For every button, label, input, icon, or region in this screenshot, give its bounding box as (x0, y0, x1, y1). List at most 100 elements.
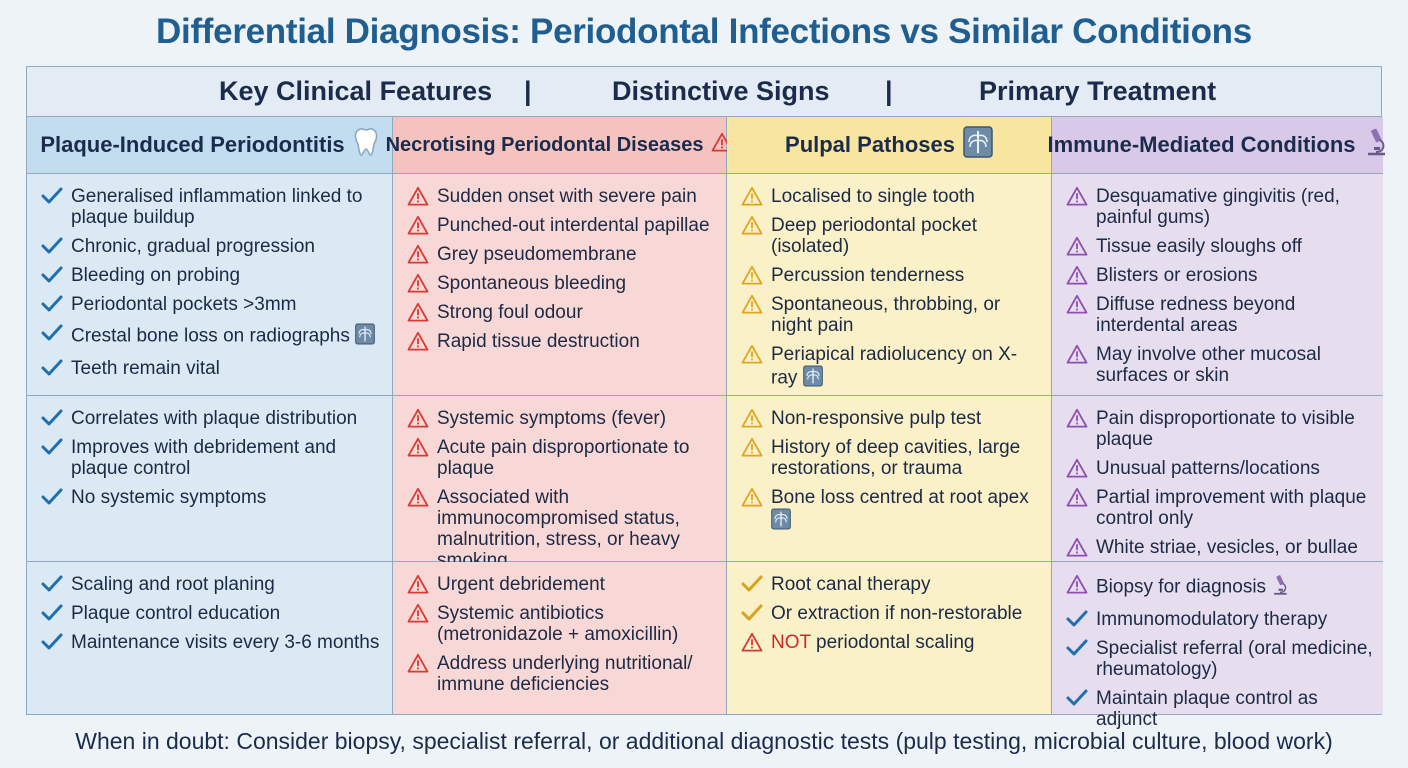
list-item-text: Address underlying nutritional/ immune d… (437, 653, 693, 695)
list-item: Percussion tenderness (741, 265, 1043, 286)
cell-immune-features: Desquamative gingivitis (red, painful gu… (1052, 174, 1383, 396)
cell-pulpal-features: Localised to single tooth Deep periodonta… (727, 174, 1052, 396)
cell-necrotising-signs: Systemic symptoms (fever) Acute pain disp… (393, 396, 727, 571)
warning-icon (1066, 265, 1090, 287)
list-item-text: Scaling and root planing (71, 574, 275, 595)
warning-icon (407, 653, 431, 675)
list-item-text: Sudden onset with severe pain (437, 186, 697, 207)
list-item-text: Root canal therapy (771, 574, 931, 595)
table-header-bar: Key Clinical Features | Distinctive Sign… (27, 67, 1381, 117)
cell-plaque-features: Generalised inflammation linked to plaqu… (27, 174, 393, 396)
list-item-text: Periodontal pockets >3mm (71, 294, 297, 315)
warning-icon (1066, 294, 1090, 316)
list-item: Acute pain disproportionate to plaque (407, 437, 718, 479)
list-item-text: Acute pain disproportionate to plaque (437, 437, 690, 479)
list-item-text: Unusual patterns/locations (1096, 458, 1320, 479)
warning-icon (741, 487, 765, 509)
list-item: Root canal therapy (741, 574, 1043, 595)
warning-icon (1066, 408, 1090, 430)
list-item-text: Grey pseudomembrane (437, 244, 637, 265)
list-item: Systemic antibiotics (metronidazole + am… (407, 603, 718, 645)
column-header-necrotising: Necrotising Periodontal Diseases (386, 117, 733, 174)
warning-icon (741, 632, 765, 654)
list-item: Periapical radiolucency on X-ray (741, 344, 1043, 392)
list-item-text: Urgent debridement (437, 574, 605, 595)
checkmark-icon (41, 408, 65, 430)
checkmark-icon (41, 186, 65, 208)
column-title: Plaque-Induced Periodontitis (40, 132, 345, 157)
warning-icon (1066, 344, 1090, 366)
list-item: Strong foul odour (407, 302, 718, 323)
cell-plaque-signs: Correlates with plaque distribution Impro… (27, 396, 393, 562)
warning-icon (1066, 574, 1090, 596)
list-item: Crestal bone loss on radiographs (41, 323, 384, 350)
list-item: Teeth remain vital (41, 358, 384, 379)
list-item-text: No systemic symptoms (71, 487, 267, 508)
list-item-text: History of deep cavities, large restorat… (771, 437, 1021, 479)
list-item: Bone loss centred at root apex (741, 487, 1043, 535)
list-item: Non-responsive pulp test (741, 408, 1043, 429)
cell-plaque-treatment: Scaling and root planing Plaque control e… (27, 562, 393, 714)
xray-icon (802, 365, 823, 392)
list-item-text: Partial improvement with plaque control … (1096, 487, 1367, 529)
list-item: Grey pseudomembrane (407, 244, 718, 265)
list-item: Correlates with plaque distribution (41, 408, 384, 429)
warning-icon (407, 437, 431, 459)
checkmark-icon (41, 294, 65, 316)
cell-necrotising-features: Sudden onset with severe pain Punched-out… (393, 174, 727, 396)
page-title: Differential Diagnosis: Periodontal Infe… (156, 12, 1252, 51)
column-header-pulpal: Pulpal Pathoses (727, 117, 1052, 174)
list-item-text: Correlates with plaque distribution (71, 408, 358, 429)
list-item-text: Strong foul odour (437, 302, 583, 323)
list-item: Blisters or erosions (1066, 265, 1375, 286)
list-item-text: Associated with immunocompromised status… (437, 487, 680, 571)
list-item-text: Chronic, gradual progression (71, 236, 315, 257)
list-item-text: Specialist referral (oral medicine, rheu… (1096, 638, 1373, 680)
header-treatment: Primary Treatment (979, 76, 1217, 106)
checkmark-icon (1066, 688, 1090, 710)
list-item: Punched-out interdental papillae (407, 215, 718, 236)
checkmark-icon (41, 574, 65, 596)
warning-icon (407, 408, 431, 430)
warning-icon (741, 265, 765, 287)
header-separator-2: | (885, 76, 893, 106)
list-item-text: Systemic antibiotics (metronidazole + am… (437, 603, 679, 645)
column-title: Necrotising Periodontal Diseases (385, 133, 704, 156)
list-item-text: Plaque control education (71, 603, 281, 624)
list-item-text: Improves with debridement and plaque con… (71, 437, 337, 479)
warning-icon (407, 215, 431, 237)
warning-icon (407, 186, 431, 208)
list-item: Or extraction if non-restorable (741, 603, 1043, 624)
list-item: Generalised inflammation linked to plaqu… (41, 186, 384, 228)
list-item: Associated with immunocompromised status… (407, 487, 718, 571)
list-item: Pain disproportionate to visible plaque (1066, 408, 1375, 450)
column-title: Immune-Mediated Conditions (1047, 132, 1356, 157)
list-item-text: Non-responsive pulp test (771, 408, 982, 429)
checkmark-icon (41, 323, 65, 345)
list-item-text: Percussion tenderness (771, 265, 965, 286)
footer-note: When in doubt: Consider biopsy, speciali… (75, 728, 1333, 754)
list-item-text: Rapid tissue destruction (437, 331, 640, 352)
list-item: Partial improvement with plaque control … (1066, 487, 1375, 529)
header-signs: Distinctive Signs (612, 76, 830, 106)
checkmark-icon (41, 487, 65, 509)
list-item: Desquamative gingivitis (red, painful gu… (1066, 186, 1375, 228)
warning-icon (741, 408, 765, 430)
list-item-text: Blisters or erosions (1096, 265, 1258, 286)
warning-icon (741, 186, 765, 208)
list-item-text: Periapical radiolucency on X-ray (771, 344, 1018, 389)
list-item-text: Bone loss centred at root apex (771, 487, 1029, 508)
column-title: Pulpal Pathoses (785, 132, 955, 157)
warning-icon (407, 574, 431, 596)
list-item: Rapid tissue destruction (407, 331, 718, 352)
list-item-text: Generalised inflammation linked to plaqu… (71, 186, 363, 228)
list-item-text: Diffuse redness beyond interdental areas (1096, 294, 1296, 336)
list-item: No systemic symptoms (41, 487, 384, 508)
warning-icon (741, 437, 765, 459)
list-item: Sudden onset with severe pain (407, 186, 718, 207)
warning-icon (1066, 186, 1090, 208)
checkmark-icon (41, 236, 65, 258)
list-item: Unusual patterns/locations (1066, 458, 1375, 479)
warning-icon (407, 273, 431, 295)
checkmark-icon (1066, 609, 1090, 631)
